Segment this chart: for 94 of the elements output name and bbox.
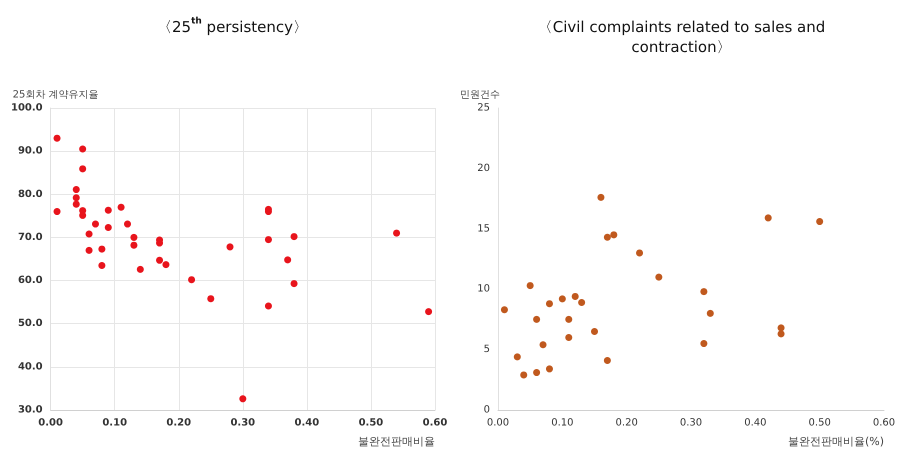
point bbox=[610, 231, 618, 238]
point bbox=[540, 341, 547, 348]
point bbox=[79, 145, 86, 152]
point bbox=[526, 282, 534, 290]
y-tick-label: 70.0 bbox=[18, 232, 43, 243]
x-tick-label: 0.30 bbox=[680, 418, 702, 428]
point bbox=[578, 298, 586, 306]
x-tick-label: 0.20 bbox=[166, 418, 192, 428]
x-tick-label: 0.30 bbox=[230, 418, 256, 428]
point bbox=[500, 306, 508, 314]
point bbox=[136, 266, 144, 273]
point bbox=[591, 328, 598, 335]
point bbox=[514, 353, 521, 360]
x-tick-label: 0.00 bbox=[38, 418, 63, 428]
point bbox=[118, 204, 125, 211]
y-tick-label: 25 bbox=[477, 102, 490, 114]
point bbox=[565, 334, 572, 342]
point bbox=[239, 395, 246, 402]
y-tick-label: 30.0 bbox=[18, 404, 43, 416]
x-tick-label: 0.20 bbox=[616, 418, 638, 428]
point bbox=[597, 194, 604, 201]
point bbox=[565, 316, 572, 323]
point bbox=[86, 246, 93, 254]
point bbox=[54, 208, 61, 216]
y-tick-label: 0 bbox=[484, 404, 490, 416]
point bbox=[604, 234, 611, 241]
point bbox=[130, 234, 138, 241]
x-tick-label: 0.50 bbox=[358, 418, 384, 428]
y-tick-label: 15 bbox=[477, 223, 490, 234]
point bbox=[290, 280, 298, 288]
y-axis-title: 25회차 계약유지율 bbox=[12, 90, 99, 100]
y-tick-label: 10 bbox=[477, 284, 490, 295]
point bbox=[393, 230, 400, 237]
point bbox=[655, 274, 662, 281]
point bbox=[520, 371, 528, 378]
x-tick-label: 0.60 bbox=[872, 418, 896, 428]
point bbox=[700, 288, 708, 296]
point bbox=[188, 276, 196, 284]
point bbox=[98, 262, 106, 269]
x-tick-label: 0.40 bbox=[294, 418, 320, 428]
x-tick-label: 0.00 bbox=[486, 418, 510, 428]
point bbox=[284, 256, 292, 264]
point bbox=[558, 295, 566, 302]
point bbox=[425, 308, 432, 316]
point bbox=[72, 186, 80, 194]
y-tick-label: 90.0 bbox=[18, 146, 43, 157]
point bbox=[778, 330, 785, 338]
point bbox=[72, 194, 80, 202]
point bbox=[72, 200, 80, 208]
point bbox=[104, 206, 112, 214]
y-axis-title: 민원건수 bbox=[460, 90, 500, 100]
point bbox=[98, 246, 106, 253]
point bbox=[264, 236, 272, 244]
point bbox=[533, 369, 540, 376]
point bbox=[706, 310, 714, 317]
point bbox=[226, 243, 234, 250]
point bbox=[764, 214, 772, 222]
y-tick-label: 60.0 bbox=[18, 275, 43, 286]
y-tick-label: 40.0 bbox=[18, 361, 43, 372]
y-tick-label: 50.0 bbox=[18, 318, 43, 330]
point bbox=[533, 316, 540, 323]
point bbox=[54, 134, 61, 142]
x-tick-label: 0.40 bbox=[744, 418, 766, 428]
x-tick-label: 0.60 bbox=[422, 418, 448, 428]
chart-title: 〈Civil complaints related to sales and contraction〉 bbox=[538, 18, 826, 56]
point bbox=[572, 292, 579, 300]
y-tick-label: 20 bbox=[477, 162, 490, 174]
point bbox=[130, 242, 138, 249]
y-tick-label: 80.0 bbox=[18, 188, 43, 200]
point bbox=[700, 340, 708, 348]
x-tick-label: 0.10 bbox=[102, 418, 128, 428]
point bbox=[546, 300, 553, 308]
point bbox=[778, 324, 785, 332]
x-axis-title: 불완전판매비율(%) bbox=[788, 435, 884, 448]
point bbox=[79, 165, 86, 172]
y-tick-label: 5 bbox=[484, 344, 490, 356]
x-axis-title: 불완전판매비율 bbox=[358, 435, 435, 448]
point bbox=[86, 230, 93, 238]
point bbox=[636, 249, 644, 256]
point bbox=[162, 261, 170, 268]
point bbox=[207, 295, 214, 302]
point bbox=[79, 212, 86, 219]
point bbox=[92, 220, 99, 228]
point bbox=[124, 220, 132, 228]
y-tick-label: 100.0 bbox=[10, 102, 43, 114]
point bbox=[816, 218, 824, 226]
point bbox=[156, 256, 164, 264]
point bbox=[604, 356, 611, 364]
x-tick-label: 0.50 bbox=[808, 418, 831, 428]
point bbox=[290, 233, 298, 240]
x-tick-label: 0.10 bbox=[551, 418, 574, 428]
point bbox=[264, 302, 272, 310]
point bbox=[546, 365, 553, 372]
point bbox=[104, 224, 112, 232]
